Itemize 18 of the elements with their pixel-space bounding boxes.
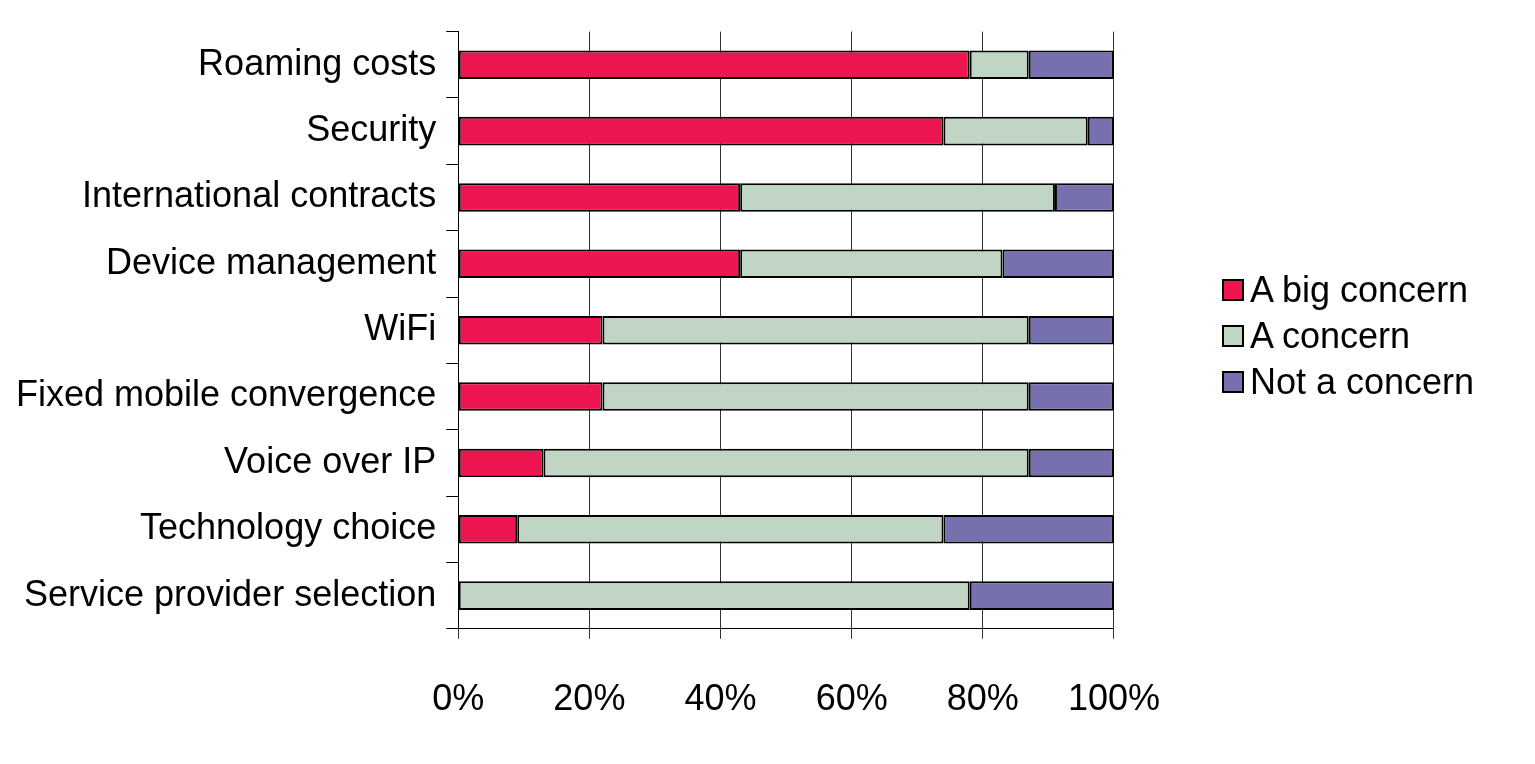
x-tick-label: 20% [553,677,626,719]
x-tick-label: 40% [684,677,757,719]
x-tick-label: 100% [1067,677,1160,719]
legend-label: A concern [1250,315,1411,356]
y-tick-label: Voice over IP [224,439,437,481]
y-tick-label: Device management [106,240,437,282]
y-tick-label: Fixed mobile convergence [15,373,437,415]
legend-label: A big concern [1250,269,1469,310]
y-tick-label: Roaming costs [198,41,437,83]
y-tick-label: International contracts [82,174,437,216]
x-tick-label: 0% [432,677,485,719]
legend-label: Not a concern [1250,361,1475,402]
x-tick-label: 80% [946,677,1019,719]
y-tick-label: WiFi [364,307,437,349]
y-tick-label: Technology choice [140,506,437,548]
x-tick-label: 60% [815,677,888,719]
y-tick-label: Security [306,108,437,150]
y-tick-label: Service provider selection [24,572,437,614]
